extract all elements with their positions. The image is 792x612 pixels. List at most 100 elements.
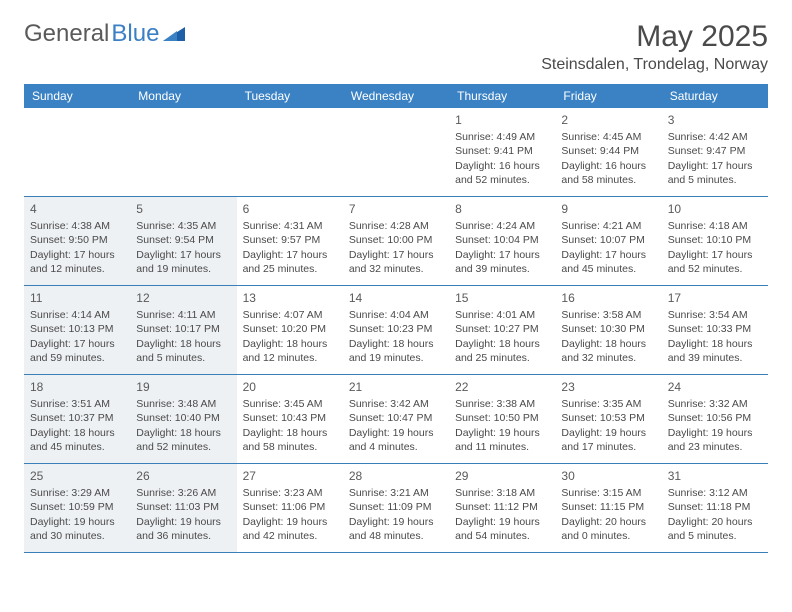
day-header: Monday xyxy=(130,84,236,108)
day-info-line: Daylight: 17 hours and 39 minutes. xyxy=(455,248,549,276)
day-info-line: Sunrise: 4:38 AM xyxy=(30,219,124,233)
day-info-line: Sunset: 10:17 PM xyxy=(136,322,230,336)
day-info-line: Sunrise: 4:45 AM xyxy=(561,130,655,144)
day-info-line: Daylight: 20 hours and 5 minutes. xyxy=(668,515,762,543)
day-cell: 20Sunrise: 3:45 AMSunset: 10:43 PMDaylig… xyxy=(237,375,343,463)
day-info-line: Sunset: 9:57 PM xyxy=(243,233,337,247)
day-info-line: Sunset: 10:40 PM xyxy=(136,411,230,425)
day-number: 13 xyxy=(243,290,337,306)
day-info-line: Sunset: 9:47 PM xyxy=(668,144,762,158)
day-info-line: Sunset: 10:27 PM xyxy=(455,322,549,336)
day-info-line: Daylight: 19 hours and 36 minutes. xyxy=(136,515,230,543)
day-number: 11 xyxy=(30,290,124,306)
day-info-line: Sunrise: 3:51 AM xyxy=(30,397,124,411)
week-row: 4Sunrise: 4:38 AMSunset: 9:50 PMDaylight… xyxy=(24,197,768,286)
logo-triangle-icon xyxy=(163,25,185,43)
day-info-line: Daylight: 18 hours and 5 minutes. xyxy=(136,337,230,365)
day-info-line: Daylight: 19 hours and 54 minutes. xyxy=(455,515,549,543)
day-number: 30 xyxy=(561,468,655,484)
day-number: 15 xyxy=(455,290,549,306)
day-info-line: Sunset: 10:50 PM xyxy=(455,411,549,425)
day-info-line: Daylight: 17 hours and 5 minutes. xyxy=(668,159,762,187)
day-info-line: Daylight: 18 hours and 45 minutes. xyxy=(30,426,124,454)
day-number: 28 xyxy=(349,468,443,484)
day-cell: 2Sunrise: 4:45 AMSunset: 9:44 PMDaylight… xyxy=(555,108,661,196)
header: GeneralBlue May 2025 Steinsdalen, Tronde… xyxy=(24,20,768,74)
day-info-line: Sunrise: 4:07 AM xyxy=(243,308,337,322)
day-info-line: Daylight: 19 hours and 48 minutes. xyxy=(349,515,443,543)
day-number: 14 xyxy=(349,290,443,306)
day-number: 17 xyxy=(668,290,762,306)
day-info-line: Daylight: 16 hours and 58 minutes. xyxy=(561,159,655,187)
day-cell: 18 Sunrise: 3:51 AMSunset: 10:37 PMDaylig… xyxy=(24,375,130,463)
day-cell: 28 Sunrise: 3:21 AMSunset: 11:09 PMDaylig… xyxy=(343,464,449,552)
day-info-line: Daylight: 18 hours and 32 minutes. xyxy=(561,337,655,365)
day-number: 25 xyxy=(30,468,124,484)
day-info-line: Sunset: 11:03 PM xyxy=(136,500,230,514)
day-info-line: Sunset: 9:54 PM xyxy=(136,233,230,247)
day-info-line: Daylight: 19 hours and 11 minutes. xyxy=(455,426,549,454)
week-row: 18Sunrise: 3:51 AMSunset: 10:37 PMDaylig… xyxy=(24,375,768,464)
day-cell: 22Sunrise: 3:38 AMSunset: 10:50 PMDaylig… xyxy=(449,375,555,463)
day-info-line: Sunrise: 4:28 AM xyxy=(349,219,443,233)
day-cell: 7Sunrise: 4:28 AMSunset: 10:00 PMDayligh… xyxy=(343,197,449,285)
day-info-line: Sunset: 10:30 PM xyxy=(561,322,655,336)
day-info-line: Sunrise: 4:18 AM xyxy=(668,219,762,233)
week-row: 11 Sunrise: 4:14 AMSunset: 10:13 PM Daylig… xyxy=(24,286,768,375)
location: Steinsdalen, Trondelag, Norway xyxy=(541,56,768,74)
day-info-line: Sunrise: 3:23 AM xyxy=(243,486,337,500)
day-cell: 16Sunrise: 3:58 AMSunset: 10:30 PMDaylig… xyxy=(555,286,661,374)
day-info-line: Sunrise: 4:14 AM xyxy=(30,308,124,322)
day-header: Wednesday xyxy=(343,84,449,108)
day-number: 4 xyxy=(30,201,124,217)
day-cell: 9Sunrise: 4:21 AMSunset: 10:07 PMDayligh… xyxy=(555,197,661,285)
day-cell: 26Sunrise: 3:26 AMSunset: 11:03 PMDaylig… xyxy=(130,464,236,552)
day-info-line: Sunrise: 3:15 AM xyxy=(561,486,655,500)
day-cell: 29Sunrise: 3:18 AMSunset: 11:12 PMDaylig… xyxy=(449,464,555,552)
day-info-line: Daylight: 19 hours and 17 minutes. xyxy=(561,426,655,454)
day-cell: 23Sunrise: 3:35 AMSunset: 10:53 PMDaylig… xyxy=(555,375,661,463)
day-cell: 31Sunrise: 3:12 AMSunset: 11:18 PMDaylig… xyxy=(662,464,768,552)
day-info-line: Daylight: 19 hours and 42 minutes. xyxy=(243,515,337,543)
day-info-line: Sunset: 11:06 PM xyxy=(243,500,337,514)
day-info-line: Daylight: 19 hours and 23 minutes. xyxy=(668,426,762,454)
day-cell: 24Sunrise: 3:32 AMSunset: 10:56 PMDaylig… xyxy=(662,375,768,463)
day-cell: 10Sunrise: 4:18 AMSunset: 10:10 PMDaylig… xyxy=(662,197,768,285)
day-info-line: Sunrise: 3:58 AM xyxy=(561,308,655,322)
day-info-line: Daylight: 17 hours and 19 minutes. xyxy=(136,248,230,276)
day-info-line: Sunset: 9:44 PM xyxy=(561,144,655,158)
day-cell: 13 Sunrise: 4:07 AMSunset: 10:20 PMDaylig… xyxy=(237,286,343,374)
day-cell: 30Sunrise: 3:15 AMSunset: 11:15 PMDaylig… xyxy=(555,464,661,552)
day-info-line: Sunset: 10:00 PM xyxy=(349,233,443,247)
day-info-line: Sunset: 10:37 PM xyxy=(30,411,124,425)
day-info-line: Daylight: 18 hours and 12 minutes. xyxy=(243,337,337,365)
day-header: Sunday xyxy=(24,84,130,108)
day-header-row: SundayMondayTuesdayWednesdayThursdayFrid… xyxy=(24,84,768,108)
day-info-line: Sunrise: 3:12 AM xyxy=(668,486,762,500)
day-number: 12 xyxy=(136,290,230,306)
day-info-line: Sunset: 10:47 PM xyxy=(349,411,443,425)
day-info-line: Sunset: 10:07 PM xyxy=(561,233,655,247)
logo-word-1: General xyxy=(24,20,109,48)
day-number: 21 xyxy=(349,379,443,395)
day-number: 18 xyxy=(30,379,124,395)
logo: GeneralBlue xyxy=(24,20,185,48)
day-info-line: Daylight: 16 hours and 52 minutes. xyxy=(455,159,549,187)
title-block: May 2025 Steinsdalen, Trondelag, Norway xyxy=(541,20,768,74)
day-number: 8 xyxy=(455,201,549,217)
day-number: 7 xyxy=(349,201,443,217)
month-title: May 2025 xyxy=(541,20,768,54)
day-info-line: Sunset: 10:53 PM xyxy=(561,411,655,425)
day-info-line: Sunset: 10:13 PM xyxy=(30,322,124,336)
day-cell: 27 Sunrise: 3:23 AMSunset: 11:06 PMDaylig… xyxy=(237,464,343,552)
day-number: 19 xyxy=(136,379,230,395)
day-number: 31 xyxy=(668,468,762,484)
day-info-line: Daylight: 17 hours and 25 minutes. xyxy=(243,248,337,276)
day-info-line: Sunrise: 4:11 AM xyxy=(136,308,230,322)
week-row: 1Sunrise: 4:49 AMSunset: 9:41 PMDaylight… xyxy=(24,108,768,197)
day-number: 27 xyxy=(243,468,337,484)
day-cell: 1Sunrise: 4:49 AMSunset: 9:41 PMDaylight… xyxy=(449,108,555,196)
day-info-line: Sunrise: 3:21 AM xyxy=(349,486,443,500)
day-info-line: Sunset: 10:20 PM xyxy=(243,322,337,336)
day-info-line: Sunset: 11:09 PM xyxy=(349,500,443,514)
